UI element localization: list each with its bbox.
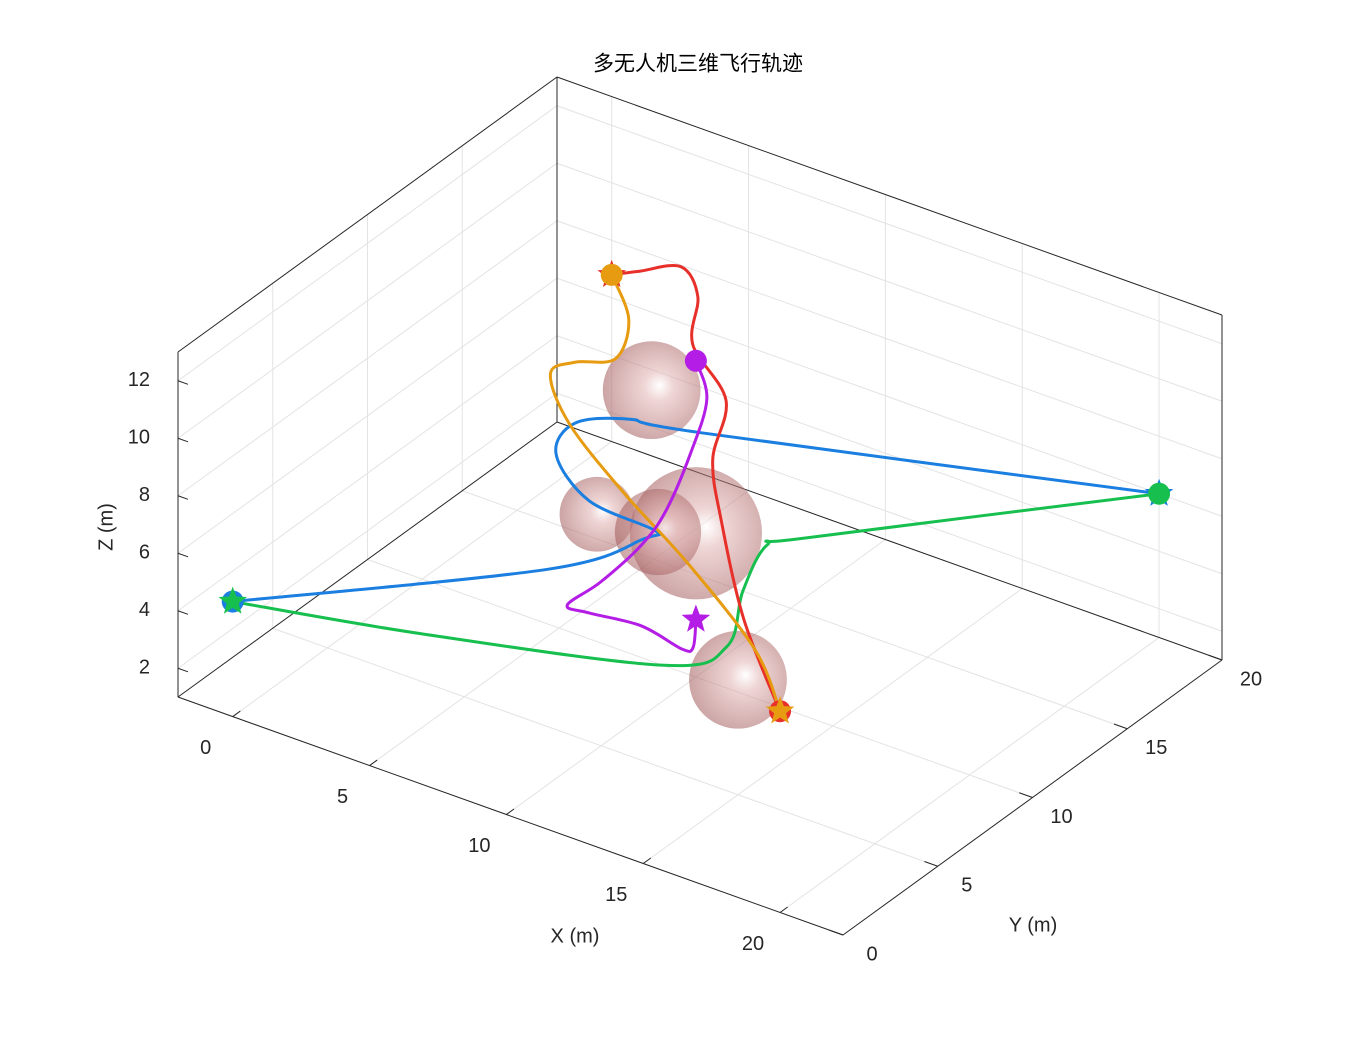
- x-tick-label: 10: [468, 835, 490, 857]
- tick-mark: [177, 552, 189, 558]
- tick-mark: [177, 380, 189, 385]
- grid-line: [177, 392, 558, 669]
- grid-line: [177, 335, 558, 612]
- tick-mark: [1113, 723, 1128, 730]
- grid-line: [556, 220, 1223, 460]
- tick-mark: [1208, 654, 1223, 661]
- x-axis-label: X (m): [551, 925, 600, 947]
- z-tick-label: 4: [139, 599, 150, 621]
- tick-mark: [829, 929, 844, 936]
- trajectory: [232, 416, 1160, 604]
- grid-line: [556, 162, 1223, 402]
- chart-title: 多无人机三维飞行轨迹: [593, 53, 803, 76]
- tick-mark: [924, 861, 938, 867]
- y-tick-label: 5: [961, 875, 972, 897]
- x-tick-label: 20: [742, 933, 764, 955]
- x-tick-label: 5: [337, 786, 348, 808]
- tick-mark: [177, 437, 189, 443]
- grid-line: [556, 277, 1223, 517]
- axis-box: [177, 421, 558, 698]
- axis-box: [556, 76, 1223, 316]
- z-tick-label: 6: [139, 542, 150, 564]
- goal-marker: [681, 604, 711, 632]
- z-tick-label: 8: [139, 484, 150, 506]
- obstacle-sphere: [689, 630, 787, 729]
- tick-mark: [779, 906, 788, 913]
- x-tick-label: 15: [605, 884, 627, 906]
- tick-mark: [642, 857, 652, 864]
- x-tick-label: 0: [200, 737, 211, 759]
- grid-line: [177, 220, 558, 497]
- tick-mark: [177, 610, 189, 615]
- grid-line: [272, 627, 938, 867]
- z-tick-label: 2: [139, 657, 150, 679]
- grid-line: [556, 105, 1223, 345]
- trajectory: [611, 263, 782, 712]
- goal-marker: [765, 696, 795, 724]
- start-marker: [1148, 482, 1171, 505]
- axis-box: [177, 696, 844, 936]
- axis-box: [556, 421, 1223, 661]
- y-tick-label: 20: [1240, 668, 1262, 690]
- grid-line: [177, 277, 558, 554]
- z-tick-label: 10: [128, 427, 150, 449]
- grid-line: [177, 162, 558, 439]
- trajectory: [565, 360, 709, 653]
- y-axis-label: Y (m): [1009, 914, 1058, 936]
- y-tick-label: 0: [866, 943, 877, 965]
- grid-line: [177, 105, 558, 382]
- tick-mark: [506, 808, 515, 815]
- tick-mark: [1019, 792, 1033, 798]
- tick-mark: [369, 759, 378, 766]
- tick-mark: [177, 667, 189, 673]
- trajectory: [548, 274, 782, 712]
- z-axis-label: Z (m): [95, 503, 117, 551]
- z-tick-label: 12: [128, 369, 150, 391]
- start-marker: [684, 349, 707, 372]
- y-tick-label: 15: [1145, 737, 1167, 759]
- y-tick-label: 10: [1050, 806, 1072, 828]
- axis-box: [177, 76, 558, 353]
- tick-mark: [232, 710, 241, 717]
- obstacle-sphere: [602, 341, 701, 440]
- start-marker: [600, 263, 623, 286]
- goal-marker: [218, 586, 247, 614]
- tick-mark: [177, 495, 189, 500]
